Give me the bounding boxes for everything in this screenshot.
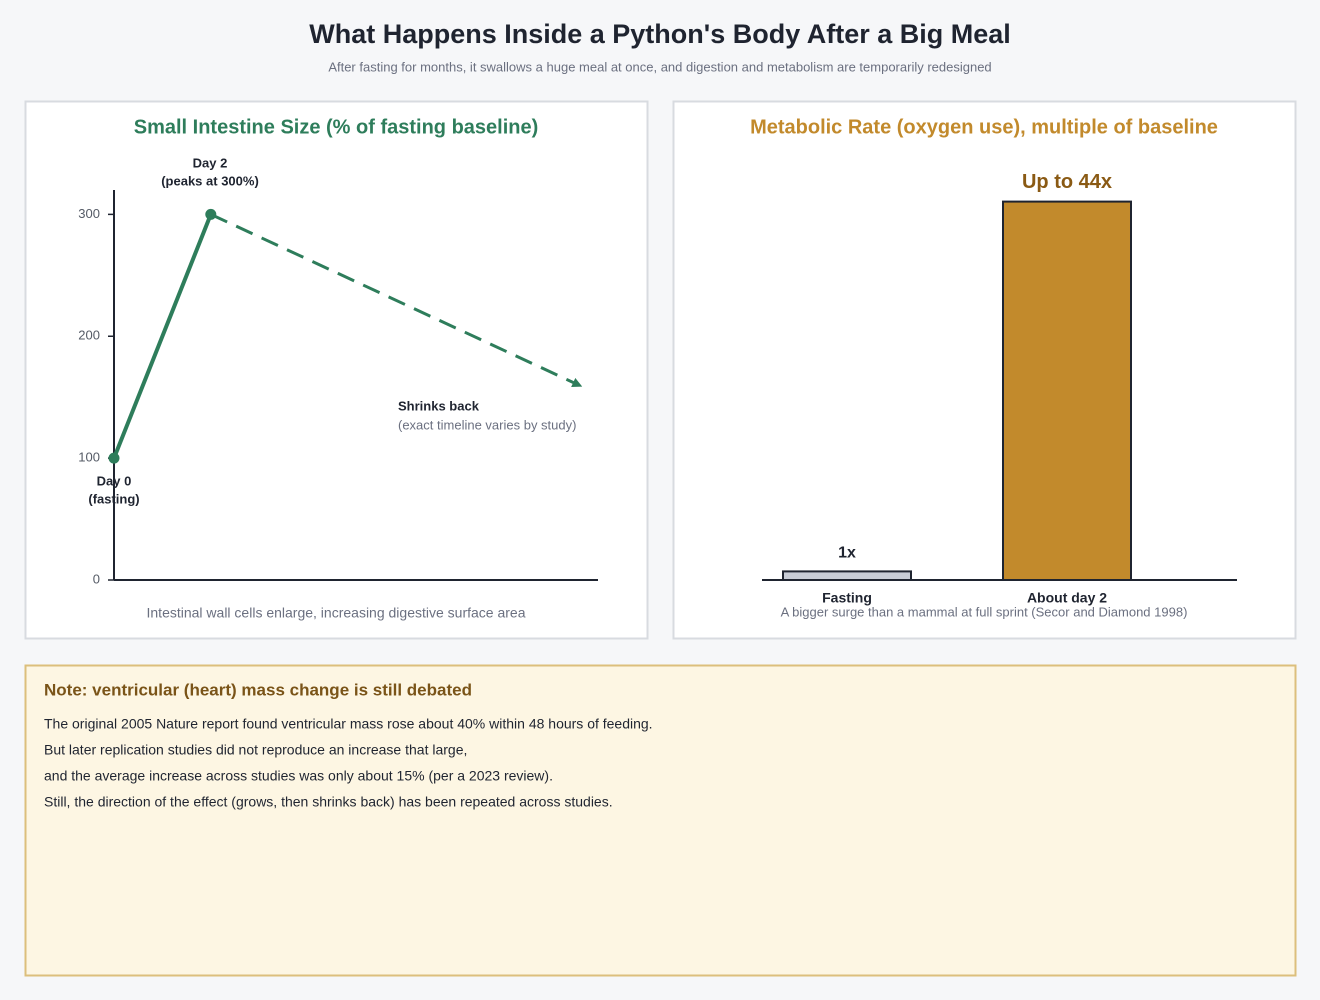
bar [1002, 200, 1132, 581]
panel [24, 100, 649, 640]
x-tick-label: Fasting [822, 590, 872, 606]
value-label: 1x [838, 545, 856, 562]
note-box [24, 664, 1297, 977]
y-tick-label: 100 [78, 450, 100, 465]
annotation: Shrinks back [398, 398, 480, 413]
line-series [112, 213, 213, 459]
y-tick-label: 300 [78, 206, 100, 221]
note-line: and the average increase across studies … [44, 768, 553, 784]
y-tick-label: 200 [78, 328, 100, 343]
y-tick-label: 0 [93, 571, 100, 586]
point [108, 452, 120, 464]
note-title: Note: ventricular (heart) mass change is… [44, 680, 472, 699]
panel [672, 100, 1297, 640]
annotation: Day 2 [193, 155, 228, 170]
annotation: Day 0 [97, 473, 132, 488]
chart-title: Metabolic Rate (oxygen use), multiple of… [750, 116, 1218, 138]
note-line: Still, the direction of the effect (grow… [44, 794, 613, 810]
x-tick-label: About day 2 [1027, 590, 1107, 606]
annotation: (exact timeline varies by study) [398, 417, 576, 432]
annotation: (fasting) [88, 491, 139, 506]
annotation: (peaks at 300%) [161, 173, 259, 188]
value-label: Up to 44x [1022, 171, 1112, 193]
line-series [210, 213, 583, 388]
page-subtitle: After fasting for months, it swallows a … [328, 59, 991, 74]
chart-caption: Intestinal wall cells enlarge, increasin… [147, 605, 526, 621]
note-line: The original 2005 Nature report found ve… [44, 716, 653, 732]
chart-title: Small Intestine Size (% of fasting basel… [134, 116, 539, 138]
bar [782, 570, 912, 582]
page-title: What Happens Inside a Python's Body Afte… [309, 19, 1011, 49]
chart-caption: A bigger surge than a mammal at full spr… [781, 604, 1188, 619]
note-line: But later replication studies did not re… [44, 742, 467, 758]
